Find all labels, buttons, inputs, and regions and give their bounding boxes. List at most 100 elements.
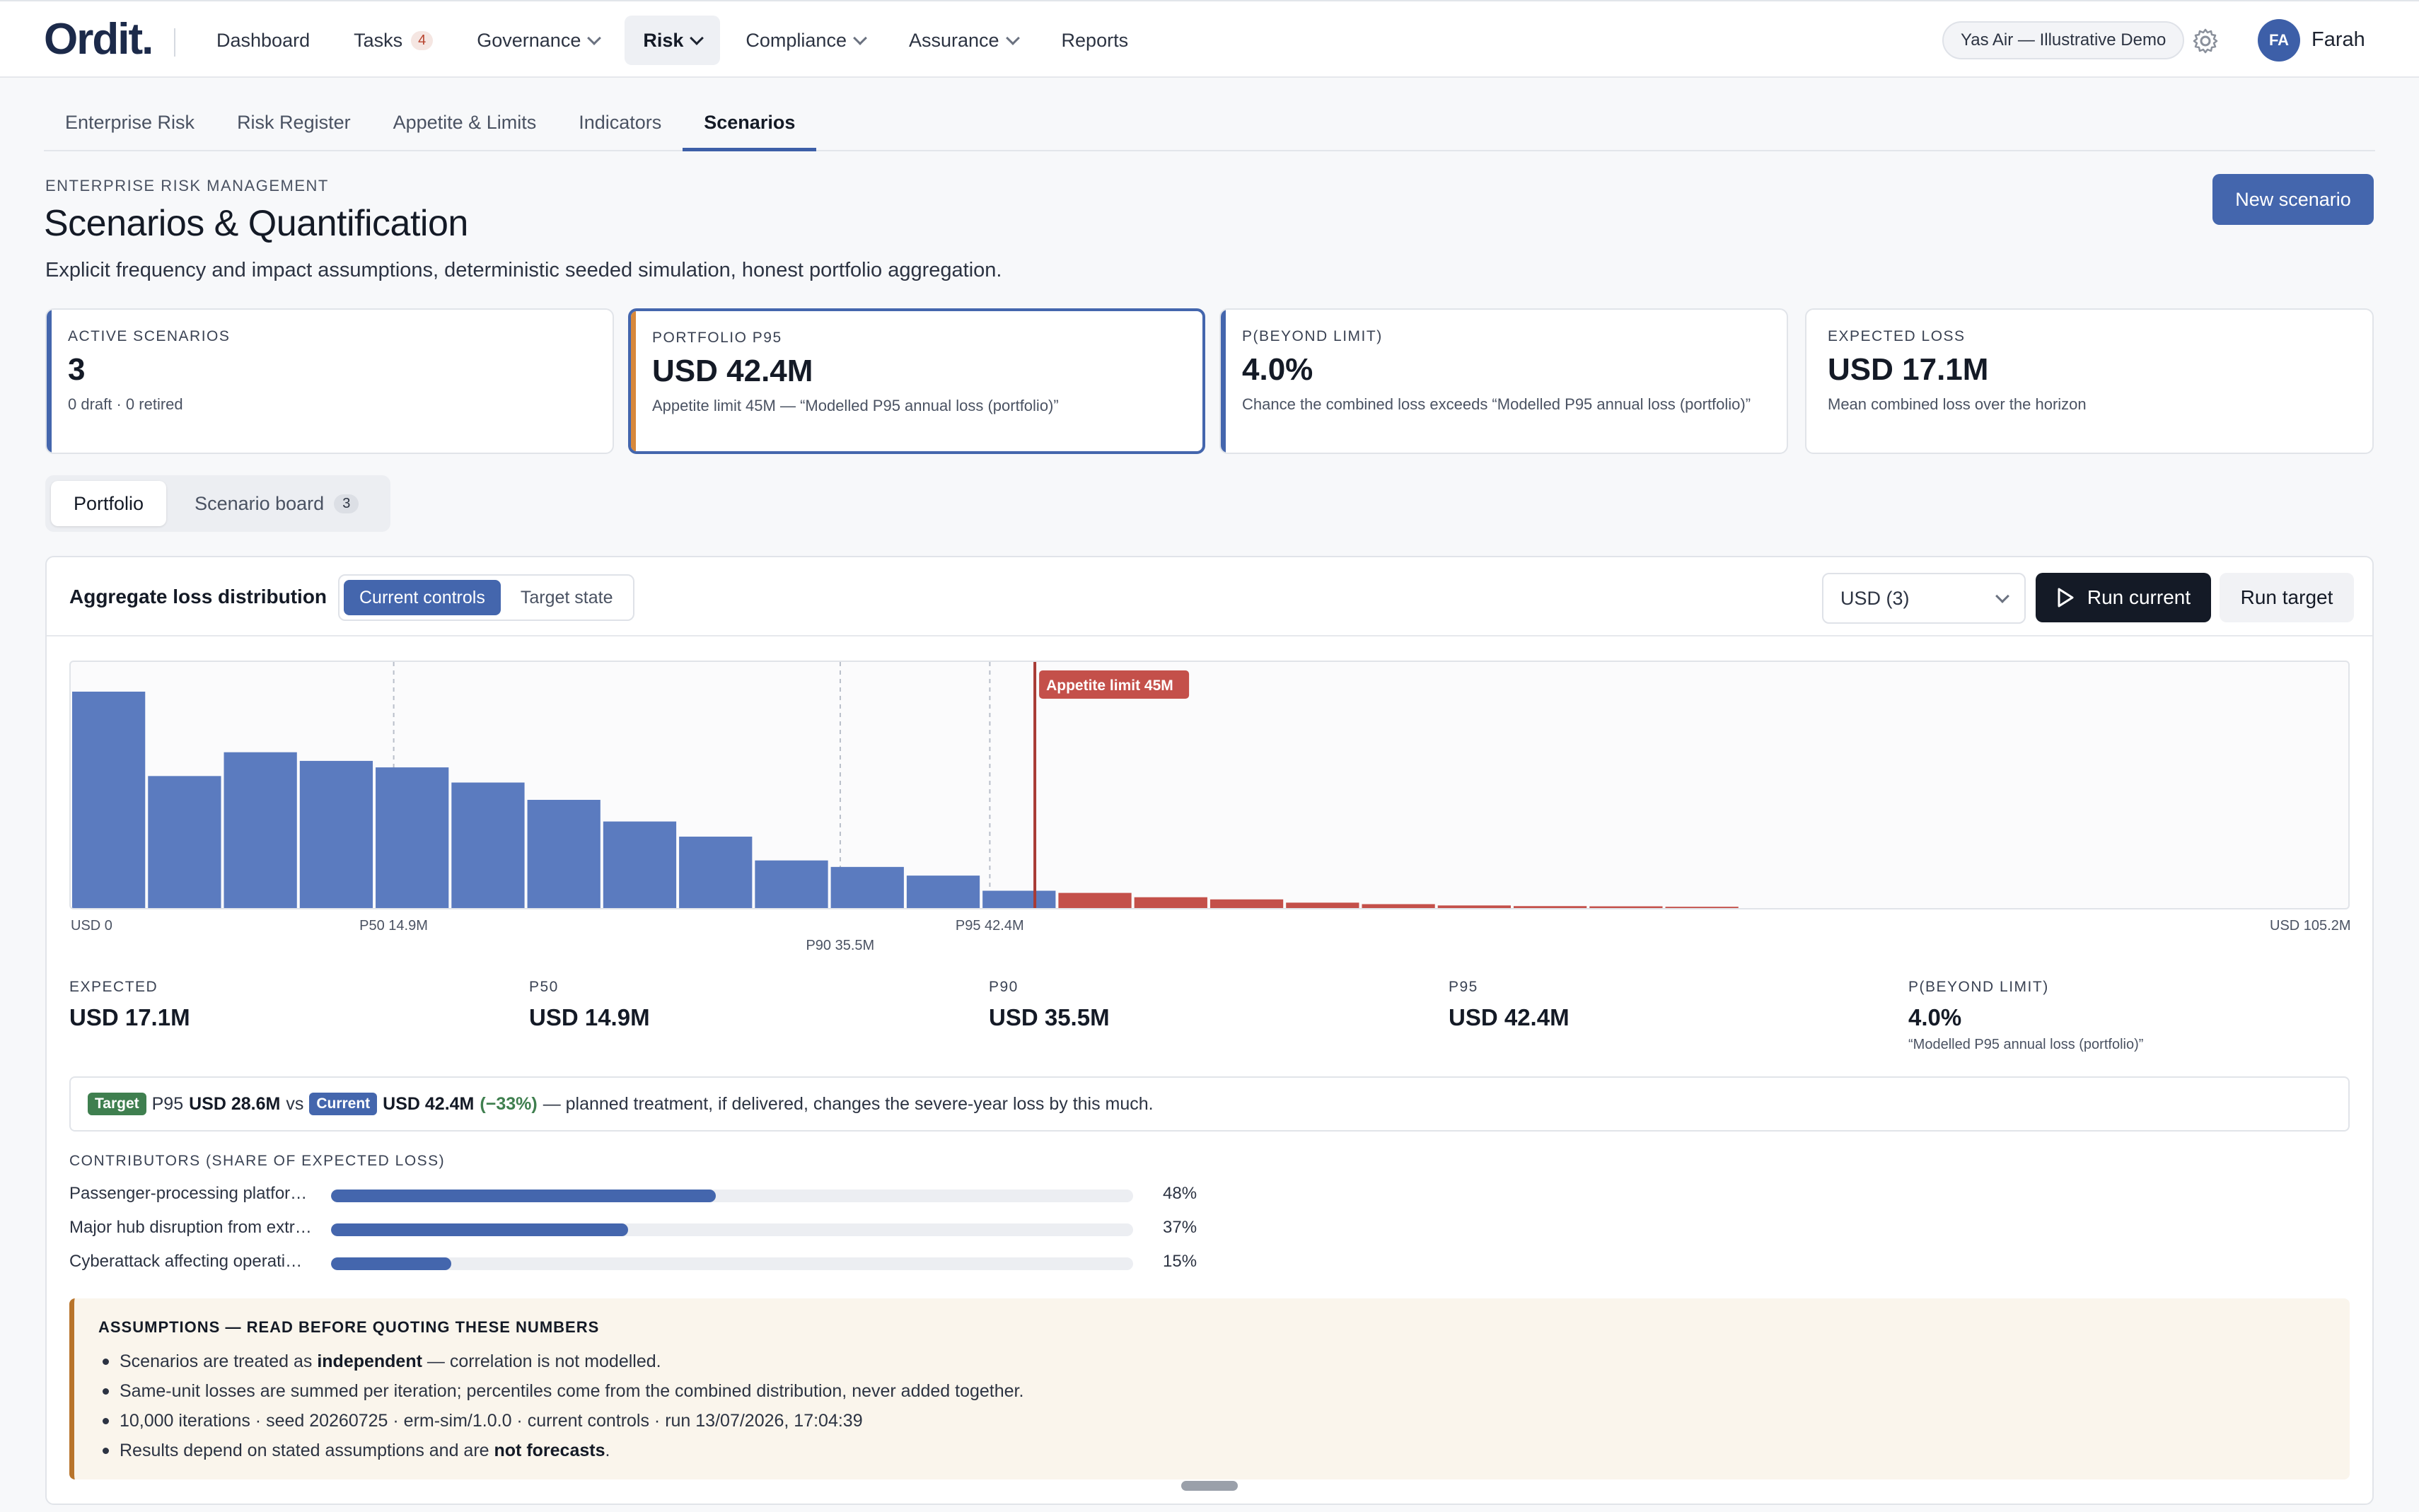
tab-enterprise-risk[interactable]: Enterprise Risk [65,112,195,133]
histogram-bar[interactable] [1362,904,1435,908]
view-tab-scenario-board[interactable]: Scenario board 3 [172,481,381,526]
histogram-bar[interactable] [224,752,297,908]
app-logo[interactable]: Ordit. [44,15,153,64]
stat-value: USD 35.5M [989,1004,1110,1030]
stat-p90: P90 USD 35.5M [989,979,1110,1031]
assumption-item: Same-unit losses are summed per iteratio… [98,1376,2326,1406]
nav-label: Risk [643,29,684,51]
histogram-bar[interactable] [527,800,601,908]
toggle-current-controls[interactable]: Current controls [344,580,501,615]
user-name[interactable]: Farah [2311,28,2365,51]
nav-item-risk[interactable]: Risk [625,16,721,65]
kpi-value: USD 17.1M [1828,352,1989,387]
run-target-button[interactable]: Run target [2220,573,2354,622]
histogram-bar[interactable] [1513,906,1587,908]
histogram-bar[interactable] [1665,907,1739,908]
contributor-row[interactable]: Cyberattack affecting operati… 15% [69,1249,1272,1277]
view-tab-portfolio[interactable]: Portfolio [51,481,167,526]
histogram-bar[interactable] [603,821,677,908]
kpi-expected-loss[interactable]: EXPECTED LOSS USD 17.1M Mean combined lo… [1805,308,2374,454]
play-icon [2058,588,2074,607]
kpi-note: Mean combined loss over the horizon [1828,395,2087,413]
new-scenario-button[interactable]: New scenario [2212,174,2374,225]
toggle-target-state[interactable]: Target state [520,587,613,607]
nav-label: Dashboard [216,29,311,51]
histogram-bar[interactable] [1134,897,1207,908]
target-vs-current-banner: Target P95 USD 28.6M vs Current USD 42.4… [69,1076,2350,1132]
nav-item-compliance[interactable]: Compliance [727,16,883,65]
histogram-bar[interactable] [72,692,146,908]
percentile-marker-label: P50 14.9M [359,918,428,934]
histogram-bar[interactable] [982,890,1056,908]
org-switcher[interactable]: Yas Air — Illustrative Demo [1942,21,2185,59]
histogram-bar[interactable] [906,876,980,908]
nav-item-reports[interactable]: Reports [1043,16,1147,65]
tab-appetite-limits[interactable]: Appetite & Limits [393,112,537,133]
kpi-label: ACTIVE SCENARIOS [68,328,231,344]
assumption-text: Results depend on stated assumptions and… [120,1441,494,1460]
assumption-text: Scenarios are treated as [120,1351,318,1371]
contributor-share: 15% [1163,1252,1197,1271]
stat-p95: P95 USD 42.4M [1449,979,1570,1031]
histogram-bar[interactable] [679,837,753,908]
histogram-bar[interactable] [299,760,373,908]
page-eyebrow: ENTERPRISE RISK MANAGEMENT [45,177,329,194]
stat-p50: P50 USD 14.9M [529,979,650,1031]
tab-risk-register[interactable]: Risk Register [237,112,351,133]
histogram-bar[interactable] [451,782,525,908]
nav-item-assurance[interactable]: Assurance [891,16,1036,65]
page-title: Scenarios & Quantification [44,203,468,244]
contributor-bar-track [331,1257,1133,1270]
stat-value: USD 14.9M [529,1004,650,1030]
stat-value: USD 42.4M [1449,1004,1570,1030]
assumptions-list: Scenarios are treated as independent — c… [98,1347,2326,1465]
contributor-share: 48% [1163,1184,1197,1203]
gear-icon[interactable] [2191,27,2220,55]
kpi-portfolio-p95[interactable]: PORTFOLIO P95 USD 42.4M Appetite limit 4… [628,308,1205,454]
histogram-bar[interactable] [830,866,904,908]
histogram-bar[interactable] [148,776,221,908]
p95-delta: (−33%) [480,1093,538,1114]
stat-expected: EXPECTED USD 17.1M [69,979,190,1031]
contributor-row[interactable]: Passenger-processing platfor… 48% [69,1181,1272,1209]
stat-label: EXPECTED [69,979,158,995]
histogram-bar[interactable] [1058,892,1132,908]
kpi-note: Appetite limit 45M — “Modelled P95 annua… [652,397,1059,414]
histogram-bar[interactable] [1210,899,1284,908]
chevron-down-icon [1995,589,2009,603]
compare-text: — planned treatment, if delivered, chang… [543,1093,1154,1114]
contributor-name: Major hub disruption from extr… [69,1218,312,1237]
loss-distribution-panel: Aggregate loss distribution Current cont… [45,556,2374,1505]
scrollbar-handle[interactable] [1181,1481,1238,1491]
nav-item-dashboard[interactable]: Dashboard [198,16,328,65]
kpi-value: 4.0% [1242,352,1313,387]
p95-word: P95 [151,1093,184,1114]
histogram-svg: Appetite limit 45M [72,662,1739,908]
kpi-probability-beyond-limit[interactable]: P(BEYOND LIMIT) 4.0% Chance the combined… [1219,308,1788,454]
page-subtitle: Explicit frequency and impact assumption… [45,259,1002,281]
avatar[interactable]: FA [2258,19,2300,62]
histogram-bar[interactable] [1437,905,1511,908]
logo-divider [174,28,175,57]
nav-label: Tasks [354,29,403,51]
nav-item-tasks[interactable]: Tasks 4 [335,16,451,65]
histogram-bar[interactable] [1589,906,1663,908]
histogram-bar[interactable] [1286,902,1359,908]
histogram-bar[interactable] [376,767,449,908]
run-current-button[interactable]: Run current [2036,573,2211,622]
histogram-bar[interactable] [755,860,828,908]
top-bar: Ordit. Dashboard Tasks 4 Governance Risk … [0,0,2419,78]
kpi-label: PORTFOLIO P95 [652,330,782,346]
currency-select[interactable]: USD (3) [1822,573,2026,624]
stat-label: P(BEYOND LIMIT) [1908,979,2049,995]
contributor-row[interactable]: Major hub disruption from extr… 37% [69,1215,1272,1243]
tab-scenarios[interactable]: Scenarios [683,106,817,151]
assumption-item: 10,000 iterations · seed 20260725 · erm-… [98,1406,2326,1436]
chevron-down-icon [690,31,704,45]
tab-indicators[interactable]: Indicators [579,112,662,133]
kpi-active-scenarios[interactable]: ACTIVE SCENARIOS 3 0 draft · 0 retired [45,308,614,454]
nav-item-governance[interactable]: Governance [458,16,617,65]
x-axis-min-label: USD 0 [71,918,112,934]
stat-label: P90 [989,979,1019,995]
assumption-item: Results depend on stated assumptions and… [98,1436,2326,1465]
